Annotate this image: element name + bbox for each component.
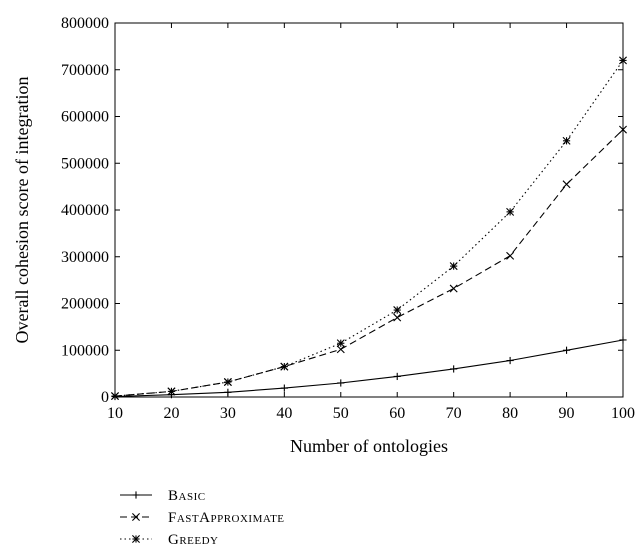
data-point-greedy: [562, 136, 571, 145]
x-axis-title: Number of ontologies: [290, 436, 448, 456]
y-tick-label: 700000: [61, 62, 109, 79]
marker-stroke: [393, 313, 402, 322]
x-axis-ticks: 10 20 30 40 50 60 70 80 90 100: [107, 23, 635, 422]
legend-marker-basic: [132, 491, 140, 499]
marker-stroke: [111, 392, 119, 401]
marker-stroke: [562, 136, 571, 145]
x-tick-label: 100: [611, 405, 635, 422]
y-tick-label: 200000: [61, 296, 109, 313]
x-tick-label: 60: [389, 405, 405, 422]
marker-stroke: [506, 251, 515, 260]
marker-stroke: [562, 180, 571, 189]
data-point-greedy: [449, 262, 458, 271]
data-point-basic: [393, 372, 401, 381]
marker-stroke: [336, 345, 345, 354]
data-point-fastapproximate: [562, 180, 571, 189]
marker-stroke: [619, 56, 627, 65]
x-tick-label: 40: [276, 405, 292, 422]
data-point-basic: [619, 336, 627, 344]
legend-marker-fastapproximate: [132, 513, 140, 521]
marker-stroke: [506, 207, 515, 216]
data-point-fastapproximate: [449, 284, 458, 293]
legend: Basic FastApproximate Greedy: [120, 488, 285, 548]
data-point-fastapproximate: [336, 345, 345, 354]
y-tick-label: 0: [101, 389, 109, 406]
marker-stroke: [336, 339, 345, 348]
data-point-fastapproximate: [619, 125, 627, 134]
y-tick-label: 100000: [61, 342, 109, 359]
marker-stroke: [449, 262, 458, 271]
x-tick-label: 20: [163, 405, 179, 422]
legend-label-fastapproximate: FastApproximate: [168, 510, 285, 526]
marker-stroke: [449, 284, 458, 293]
data-point-basic: [506, 356, 514, 365]
y-tick-label: 800000: [61, 15, 109, 32]
data-point-fastapproximate: [506, 251, 515, 260]
y-tick-label: 600000: [61, 109, 109, 126]
marker-stroke: [393, 306, 402, 315]
y-tick-label: 300000: [61, 249, 109, 266]
marker-stroke: [167, 387, 176, 396]
data-point-greedy: [336, 339, 345, 348]
data-point-greedy: [111, 392, 119, 401]
marker-stroke: [280, 362, 289, 371]
data-point-greedy: [167, 387, 176, 396]
legend-label-basic: Basic: [168, 488, 206, 504]
data-point-basic: [280, 384, 288, 392]
y-tick-label: 500000: [61, 155, 109, 172]
x-tick-label: 50: [333, 405, 349, 422]
data-point-greedy: [619, 56, 627, 65]
y-tick-label: 400000: [61, 202, 109, 219]
legend-label-greedy: Greedy: [168, 532, 219, 548]
y-axis-title: Overall cohesion score of integration: [12, 77, 32, 344]
marker-stroke: [132, 535, 140, 543]
x-tick-label: 30: [220, 405, 236, 422]
data-point-basic: [450, 365, 458, 373]
data-point-basic: [337, 379, 345, 387]
x-tick-label: 10: [107, 405, 123, 422]
series-line-greedy: [114, 60, 624, 397]
series-line-basic: [114, 339, 624, 398]
data-point-greedy: [506, 207, 515, 216]
x-tick-label: 90: [559, 405, 575, 422]
plot-frame: [114, 22, 624, 398]
marker-stroke: [619, 125, 627, 134]
marker-stroke: [132, 513, 140, 521]
data-point-basic: [562, 346, 571, 354]
data-point-basic: [224, 388, 232, 396]
series-line-fastapproximate: [114, 129, 624, 397]
marker-stroke: [223, 378, 232, 387]
y-axis-ticks: 0 100000 200000 300000 400000 500000 600000 700…: [61, 15, 623, 406]
x-tick-label: 70: [446, 405, 462, 422]
data-point-greedy: [393, 306, 402, 315]
data-point-greedy: [280, 362, 289, 371]
data-point-greedy: [223, 378, 232, 387]
data-point-fastapproximate: [393, 313, 402, 322]
x-tick-label: 80: [502, 405, 518, 422]
series-layer: [111, 56, 627, 401]
legend-marker-greedy: [132, 535, 140, 543]
